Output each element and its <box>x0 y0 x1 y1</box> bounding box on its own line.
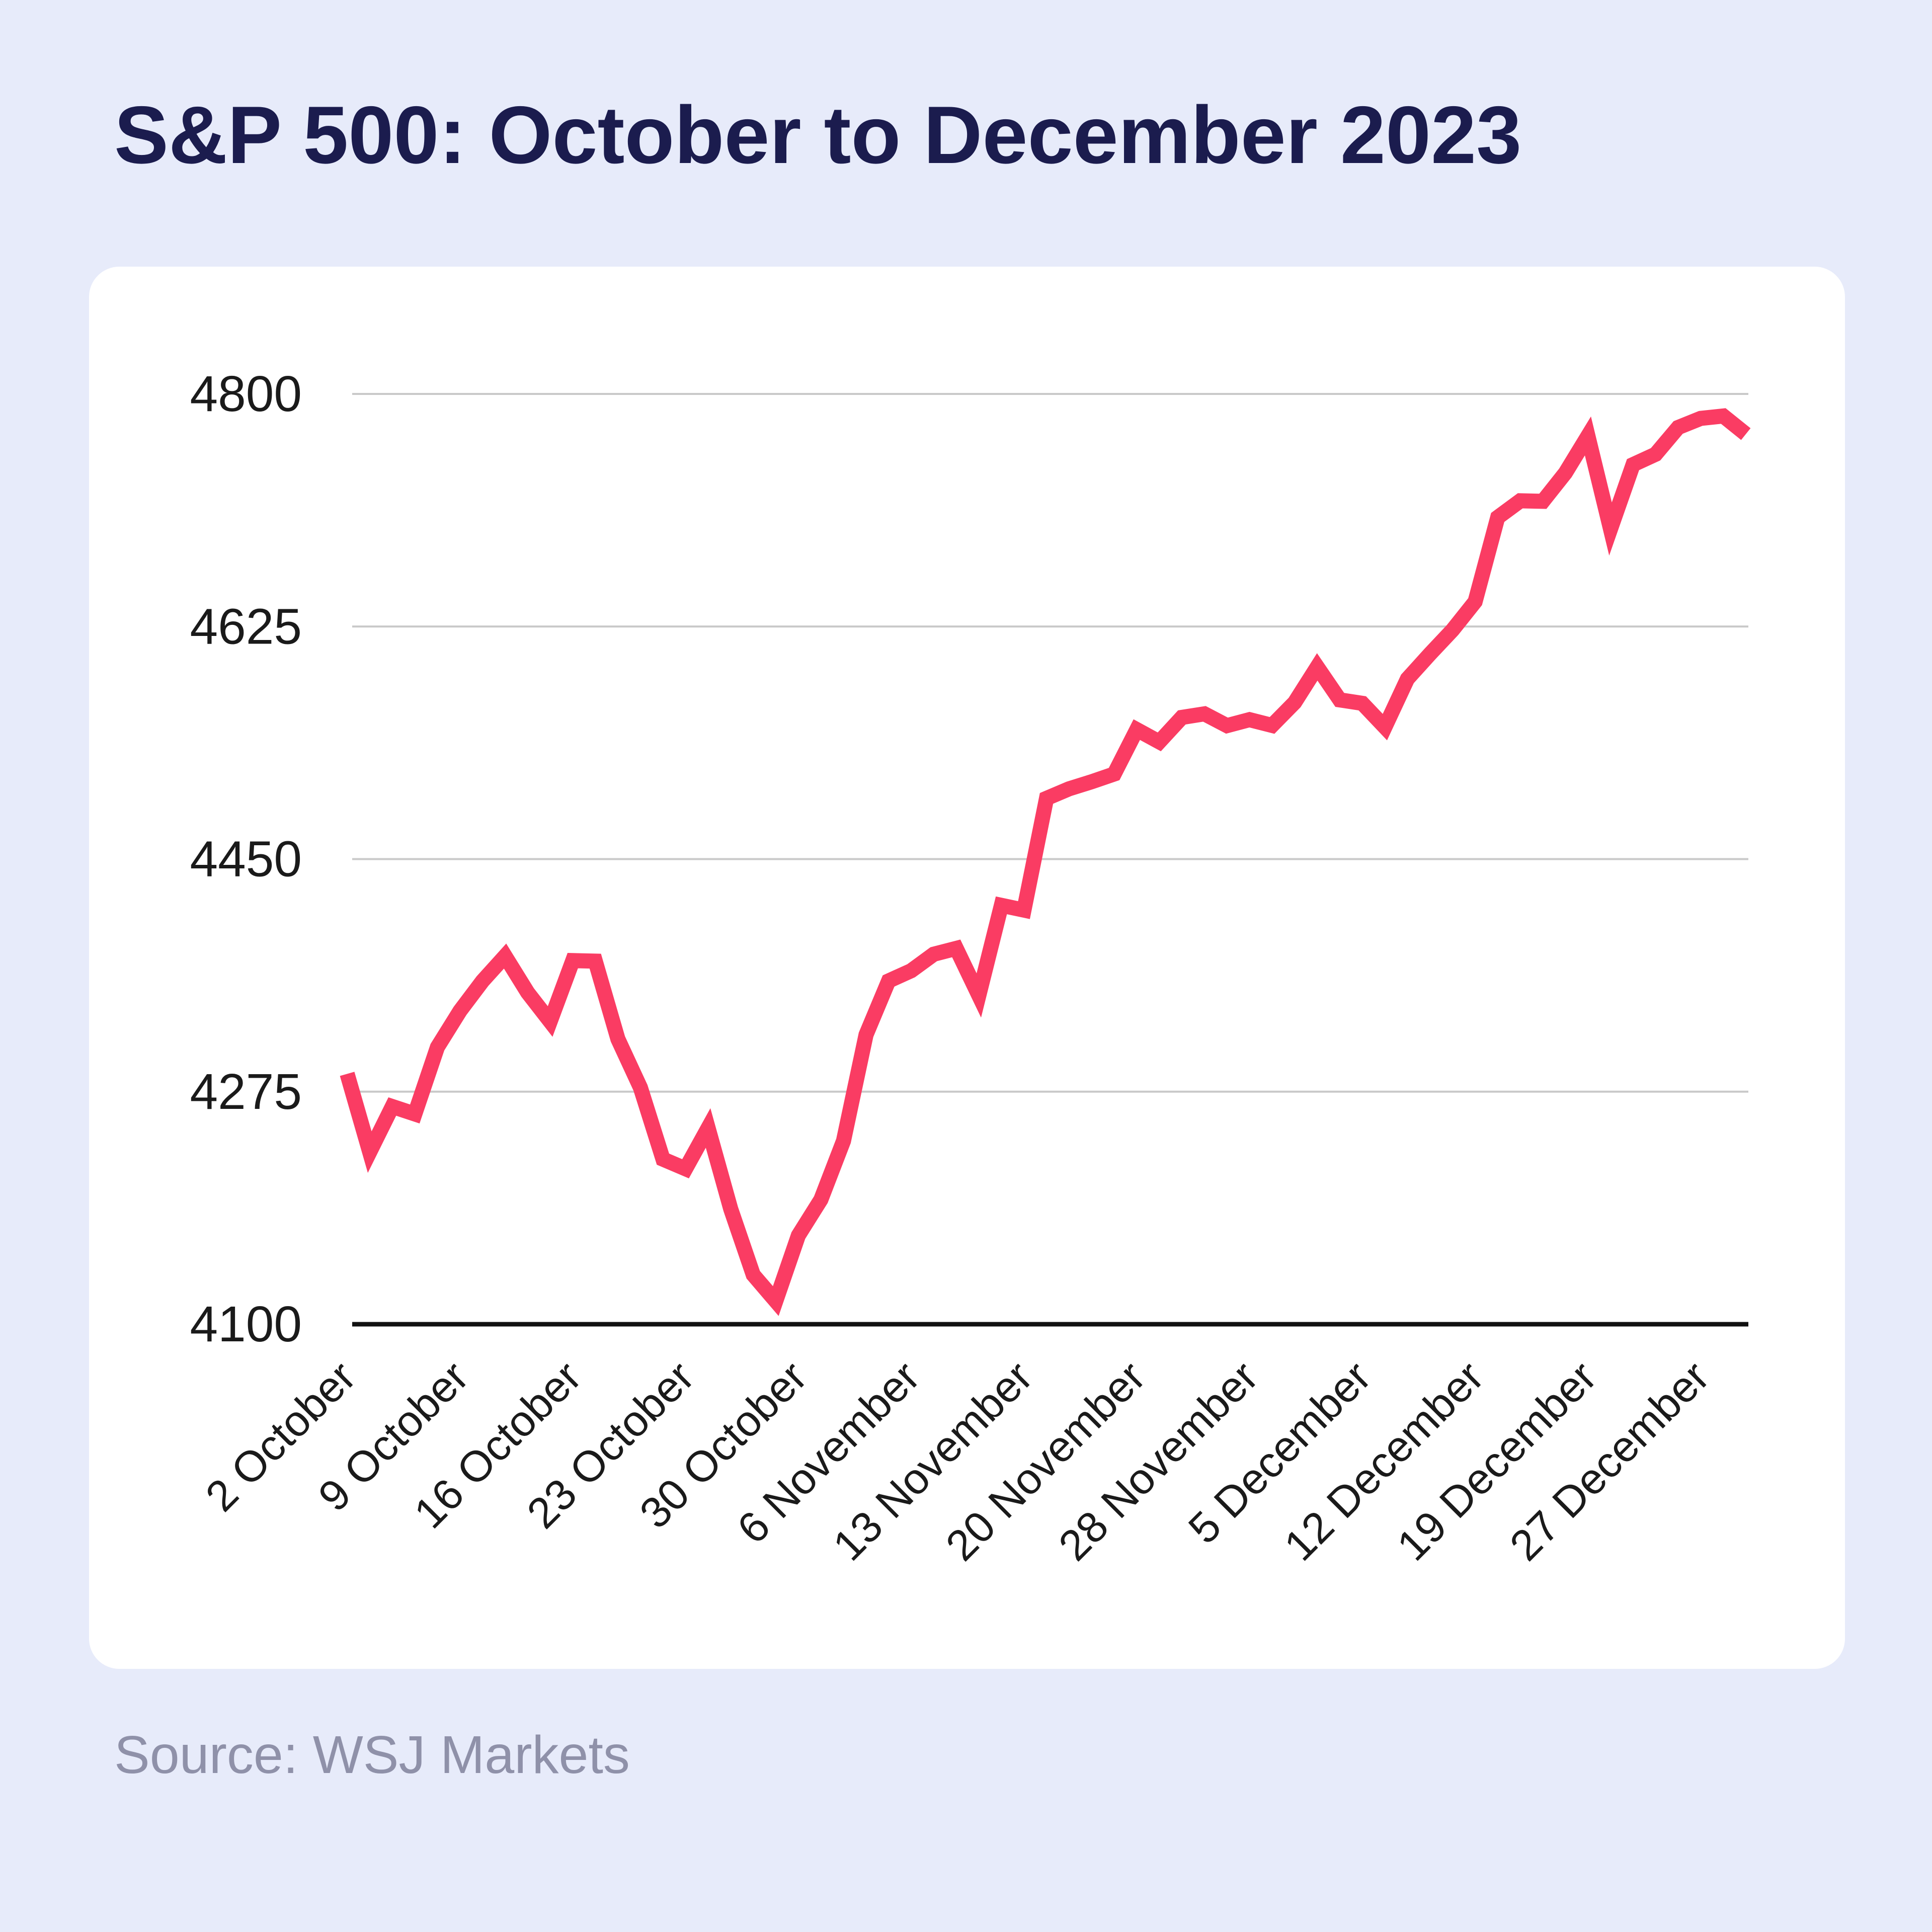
source-caption: Source: WSJ Markets <box>114 1725 630 1785</box>
chart-card <box>89 267 1845 1669</box>
page-title: S&P 500: October to December 2023 <box>114 90 1522 181</box>
